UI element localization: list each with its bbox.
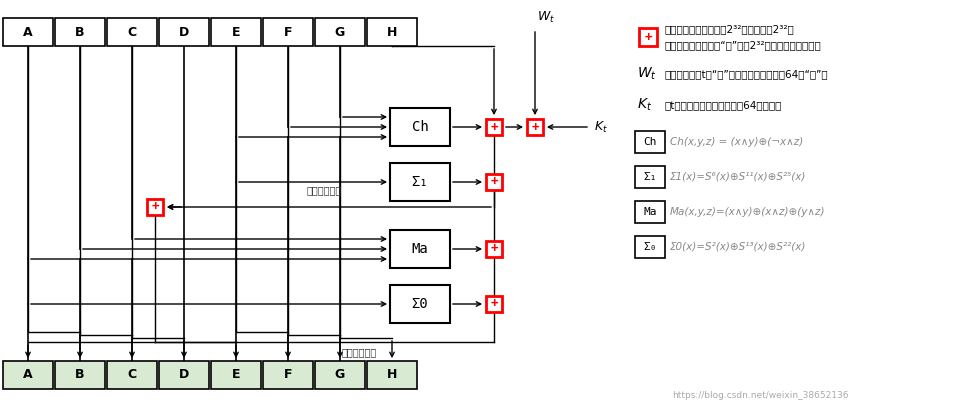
Bar [367,361,416,389]
Text: +: + [490,175,497,188]
Text: $K_t$: $K_t$ [594,119,607,135]
Text: H: H [386,368,396,381]
Text: +: + [531,120,538,133]
Text: +: + [152,201,158,214]
Text: +: + [490,243,497,256]
Text: Ch: Ch [642,137,656,147]
Bar [55,361,105,389]
Bar [211,361,261,389]
Text: Σ₁: Σ₁ [411,175,428,189]
Bar [635,236,664,258]
Text: +: + [490,120,497,133]
Bar [390,163,450,201]
Bar [263,18,313,46]
Text: F: F [283,368,292,381]
Text: Ma: Ma [411,242,428,256]
Text: E: E [232,26,240,39]
Bar [55,18,105,46]
Text: D: D [178,26,189,39]
Bar [485,119,501,135]
Bar [485,296,501,312]
Bar [635,131,664,153]
Text: Σ₀: Σ₀ [642,242,656,252]
Bar [390,108,450,146]
Text: $W_t$: $W_t$ [637,66,657,82]
Text: A: A [23,368,32,381]
Bar [107,361,157,389]
Text: C: C [128,368,136,381]
Bar [211,18,261,46]
Text: 设置中间散列: 设置中间散列 [307,185,342,195]
Bar [390,285,450,323]
Text: F: F [283,26,292,39]
Bar [159,361,209,389]
Text: 将多个数字相加，并对2³²取模，由于2³²是: 将多个数字相加，并对2³²取模，由于2³²是 [664,24,794,34]
Bar [485,174,501,190]
Text: 当前区块的第t个“字”，由消息构造出来的64个“字”。: 当前区块的第t个“字”，由消息构造出来的64个“字”。 [664,69,828,79]
Text: Ma(x,y,z)=(x∧y)⊕(x∧z)⊕(y∧z): Ma(x,y,z)=(x∧y)⊕(x∧z)⊕(y∧z) [669,207,824,217]
Text: Σ1(x)=S⁶(x)⊕S¹¹(x)⊕S²⁵(x): Σ1(x)=S⁶(x)⊕S¹¹(x)⊕S²⁵(x) [669,172,805,182]
Bar [3,361,53,389]
Bar [159,18,209,46]
Text: A: A [23,26,32,39]
Text: Ch(x,y,z) = (x∧y)⊕(¬x∧z): Ch(x,y,z) = (x∧y)⊕(¬x∧z) [669,137,802,147]
Text: 第t个密鑰，对应初始定义的64个变量。: 第t个密鑰，对应初始定义的64个变量。 [664,100,781,110]
Bar [635,201,664,223]
Bar [485,241,501,257]
Text: E: E [232,368,240,381]
Text: H: H [386,26,396,39]
Text: $W_t$: $W_t$ [537,9,555,24]
Bar [3,18,53,46]
Text: Σ₁: Σ₁ [642,172,656,182]
Text: D: D [178,368,189,381]
Text: Σ0(x)=S²(x)⊕S¹³(x)⊕S²²(x): Σ0(x)=S²(x)⊕S¹³(x)⊕S²²(x) [669,242,805,252]
Text: B: B [75,26,85,39]
Text: B: B [75,368,85,381]
Bar [635,166,664,188]
Bar [526,119,542,135]
Bar [107,18,157,46]
Text: Ch: Ch [411,120,428,134]
Bar [367,18,416,46]
Bar [147,199,163,215]
Text: +: + [490,298,497,311]
Bar [639,28,657,46]
Text: $K_t$: $K_t$ [637,97,652,113]
Bar [314,18,365,46]
Bar [314,361,365,389]
Text: https://blog.csdn.net/weixin_38652136: https://blog.csdn.net/weixin_38652136 [671,390,847,400]
Text: G: G [335,26,345,39]
Bar [263,361,313,389]
Bar [390,230,450,268]
Text: C: C [128,26,136,39]
Text: +: + [643,31,651,44]
Text: Ma: Ma [642,207,656,217]
Text: G: G [335,368,345,381]
Text: 设置头部散列: 设置头部散列 [341,347,376,357]
Text: Σ0: Σ0 [411,297,428,311]
Text: 很大的一个数字，若“和”小于2³²则取模结果为本身。: 很大的一个数字，若“和”小于2³²则取模结果为本身。 [664,40,821,50]
